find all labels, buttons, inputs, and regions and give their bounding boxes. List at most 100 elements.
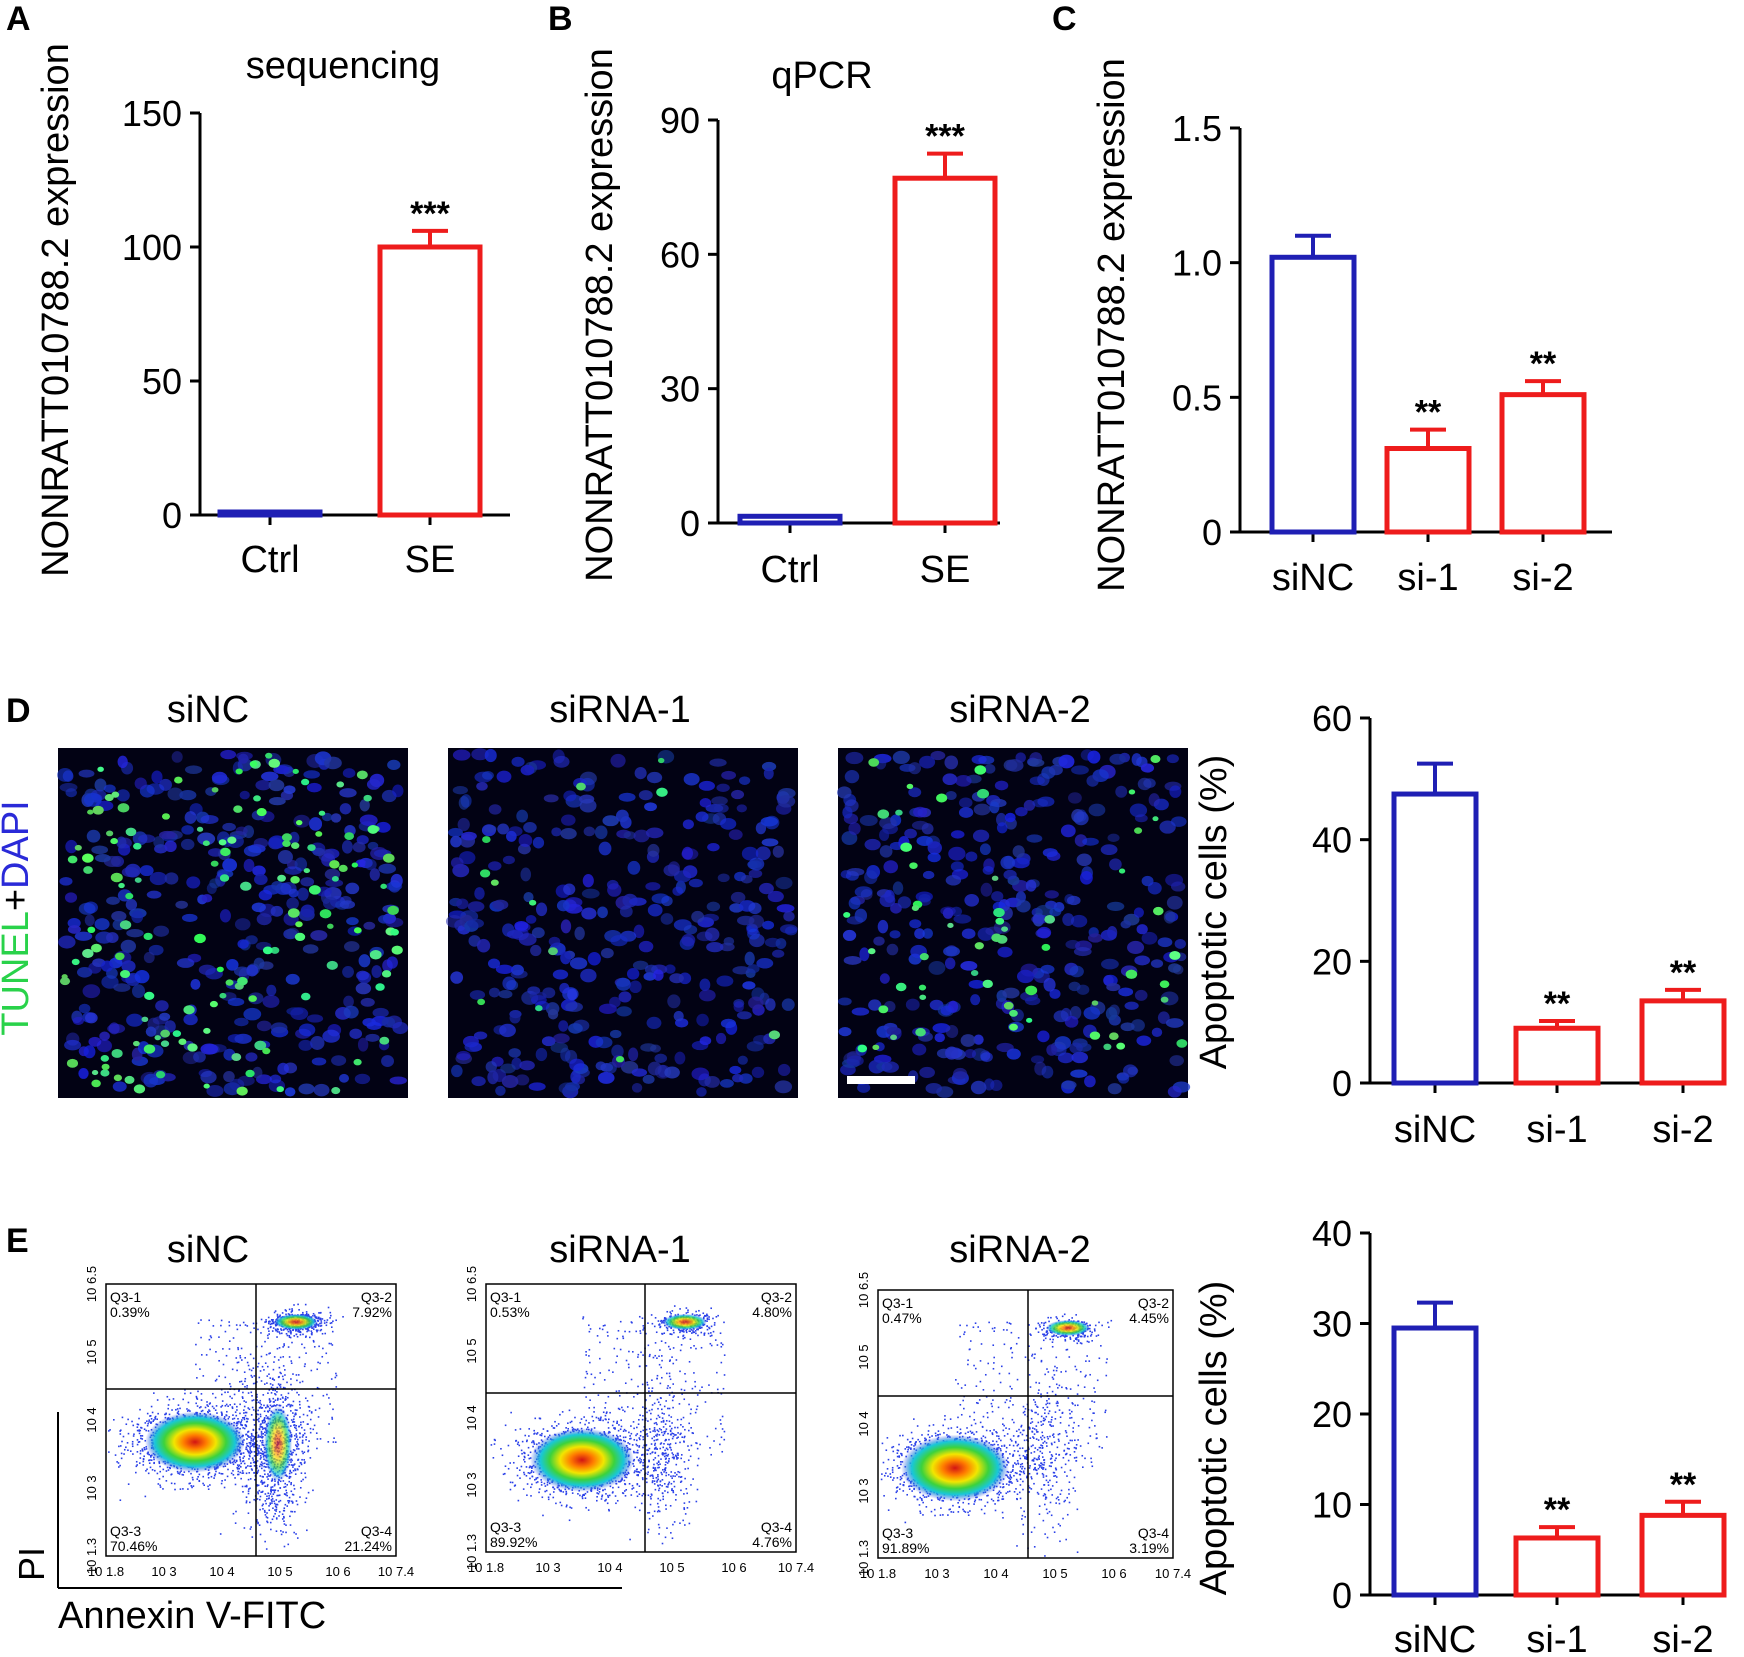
- tunel-positive-cell: [59, 977, 71, 986]
- dapi-nucleus: [355, 982, 372, 995]
- tunel-positive-cell: [144, 991, 155, 1001]
- flow-event: [288, 1356, 291, 1358]
- flow-event: [536, 1432, 539, 1434]
- tunel-positive-cell: [1025, 985, 1038, 996]
- flow-event: [517, 1455, 520, 1458]
- dapi-nucleus: [167, 787, 183, 801]
- flow-event: [210, 1475, 213, 1478]
- tunel-positive-cell: [203, 1083, 210, 1089]
- flow-event: [507, 1467, 510, 1470]
- flow-event: [183, 1471, 186, 1473]
- flow-event: [226, 1410, 228, 1413]
- tunel-positive-cell: [615, 1055, 625, 1063]
- flow-event: [292, 1469, 295, 1472]
- flow-event: [276, 1347, 279, 1350]
- flow-event: [186, 1410, 189, 1412]
- flow-event: [291, 1389, 293, 1391]
- flow-event: [521, 1440, 524, 1443]
- dapi-nucleus: [357, 1037, 369, 1052]
- dapi-nucleus: [495, 964, 514, 974]
- tunel-positive-cell: [287, 908, 300, 918]
- flow-event: [231, 1368, 234, 1371]
- flow-event: [268, 1352, 270, 1355]
- dapi-nucleus: [262, 994, 280, 1008]
- dapi-nucleus: [86, 829, 101, 843]
- chart-e-ylabel: Apoptotic cells (%): [1193, 1281, 1235, 1596]
- flow-event: [266, 1417, 268, 1420]
- dapi-nucleus: [730, 891, 746, 904]
- dapi-nucleus: [251, 902, 266, 913]
- tunel-positive-cell: [245, 1069, 255, 1078]
- flow-density-main: [145, 1411, 245, 1473]
- dapi-nucleus: [339, 803, 352, 815]
- flow-event: [149, 1415, 151, 1417]
- dapi-nucleus: [322, 1029, 340, 1043]
- flow-event: [297, 1448, 300, 1450]
- tunel-positive-cell: [1009, 1009, 1018, 1017]
- dapi-nucleus: [483, 824, 497, 833]
- tunel-positive-cell: [124, 1075, 135, 1084]
- flow-event: [195, 1363, 197, 1366]
- flow-event: [239, 1324, 241, 1327]
- flow-event: [239, 1403, 241, 1406]
- flow-event: [135, 1460, 138, 1463]
- dapi-nucleus: [226, 958, 239, 971]
- flow-event: [604, 1488, 606, 1491]
- flow-event: [178, 1473, 181, 1475]
- flow-event: [329, 1311, 332, 1314]
- flow-event: [292, 1412, 294, 1414]
- flow-event: [136, 1429, 139, 1432]
- flow-event: [267, 1497, 270, 1500]
- dapi-nucleus: [535, 1047, 548, 1062]
- flow-event: [535, 1443, 538, 1446]
- flow-event: [221, 1480, 223, 1482]
- flow-event: [274, 1483, 276, 1486]
- dapi-nucleus: [868, 999, 882, 1011]
- dapi-nucleus: [928, 961, 946, 975]
- dapi-nucleus: [145, 1026, 157, 1037]
- flow-event: [309, 1336, 311, 1339]
- flow-event: [242, 1457, 244, 1459]
- flow-event: [283, 1545, 286, 1548]
- flow-x-tick-label: 10 5: [267, 1564, 292, 1579]
- flow-event: [533, 1478, 536, 1481]
- flow-event: [305, 1312, 308, 1315]
- dapi-nucleus: [558, 1082, 577, 1095]
- flow-event: [237, 1470, 240, 1473]
- flow-event: [215, 1405, 218, 1407]
- dapi-nucleus: [146, 890, 162, 899]
- dapi-nucleus: [529, 991, 547, 1001]
- dapi-nucleus: [646, 1016, 662, 1030]
- flow-event: [538, 1488, 541, 1490]
- flow-event: [530, 1471, 532, 1474]
- flow-event: [298, 1329, 300, 1332]
- dapi-nucleus: [723, 937, 735, 946]
- quadrant-q4-value: 21.24%: [345, 1538, 392, 1554]
- dapi-nucleus: [523, 822, 537, 833]
- flow-event: [220, 1406, 222, 1408]
- dapi-nucleus: [919, 755, 936, 769]
- flow-event: [332, 1320, 334, 1323]
- dapi-nucleus: [186, 876, 201, 889]
- dapi-nucleus: [944, 755, 959, 770]
- flow-event: [304, 1461, 306, 1463]
- dapi-nucleus: [964, 894, 980, 907]
- dapi-nucleus: [511, 964, 524, 976]
- flow-event: [271, 1478, 274, 1480]
- flow-event: [119, 1445, 122, 1447]
- dapi-nucleus: [271, 881, 284, 891]
- flow-event: [559, 1501, 562, 1504]
- flow-event: [276, 1330, 279, 1333]
- flow-event: [215, 1351, 217, 1353]
- flow-event: [275, 1508, 278, 1511]
- flow-event: [303, 1365, 306, 1368]
- flow-event: [290, 1362, 293, 1365]
- flow-event: [214, 1396, 217, 1399]
- flow-event: [266, 1495, 268, 1498]
- flow-event: [243, 1405, 246, 1408]
- dapi-nucleus: [950, 861, 964, 872]
- flow-event: [235, 1422, 238, 1425]
- flow-event: [218, 1336, 220, 1338]
- flow-event: [303, 1451, 306, 1454]
- dapi-nucleus: [78, 1003, 91, 1014]
